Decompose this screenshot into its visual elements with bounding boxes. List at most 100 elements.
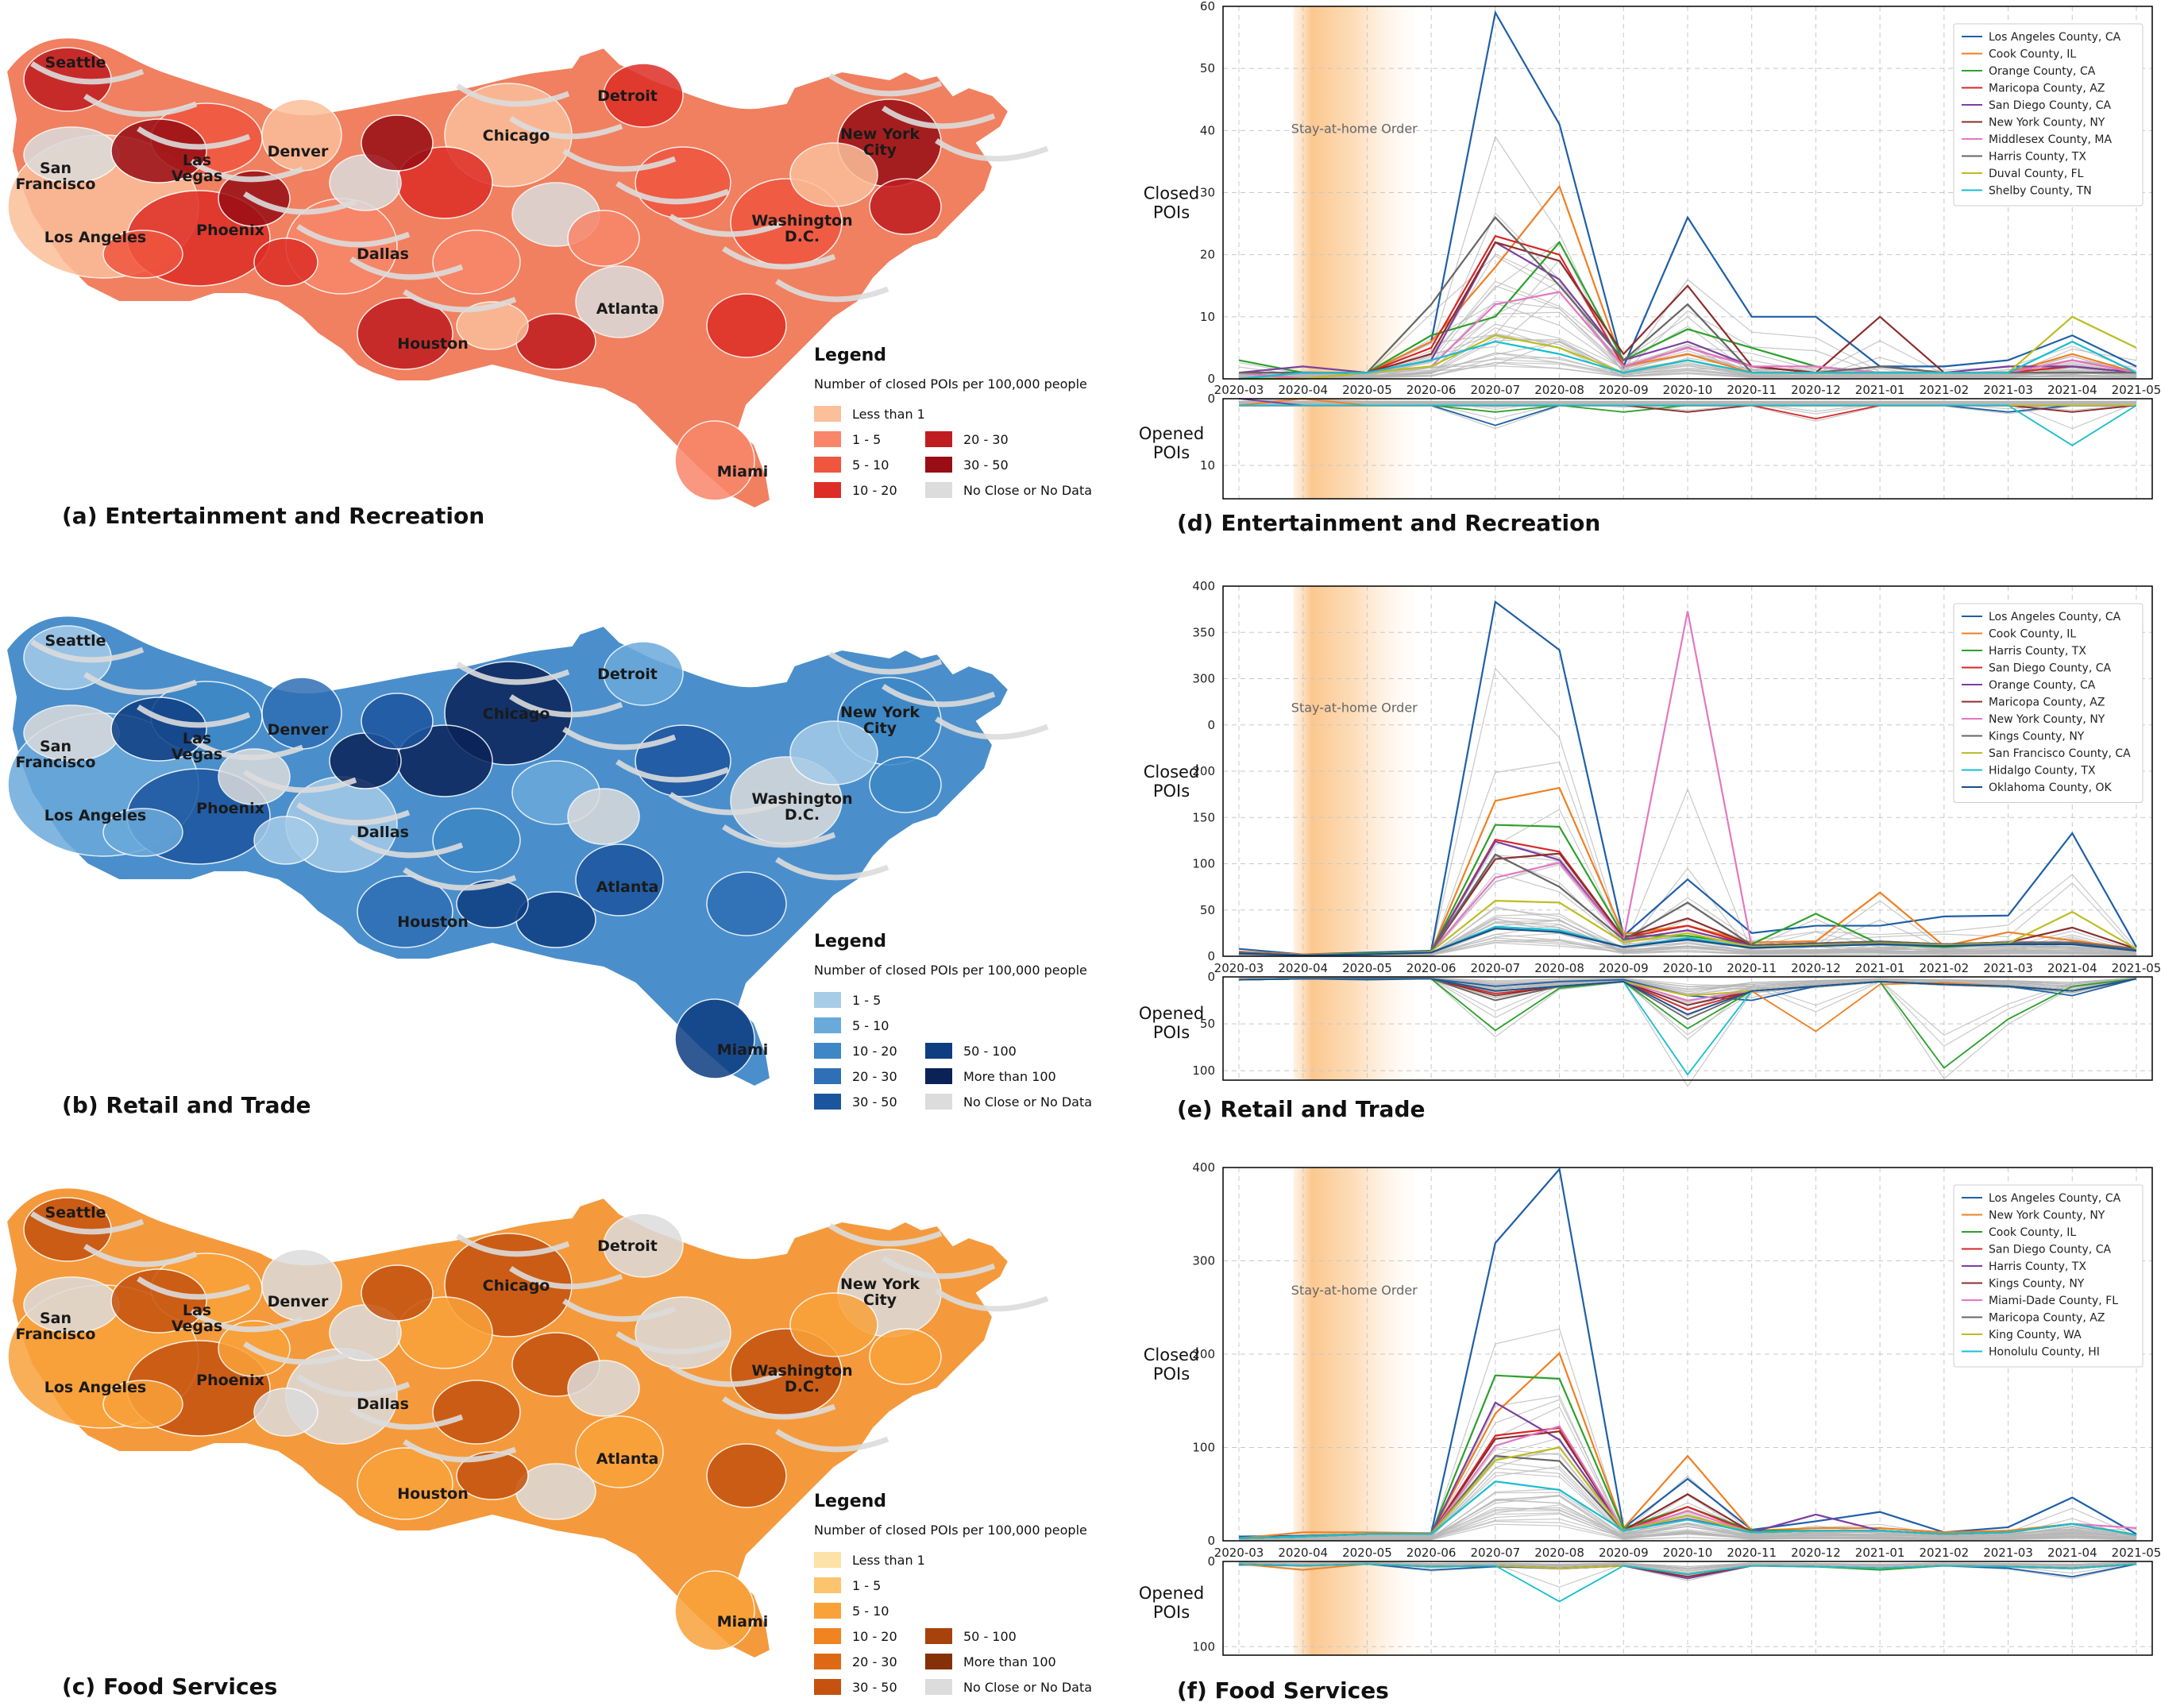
map-region [361,1264,434,1322]
legend-entry: Harris County, TX [1989,1260,2086,1273]
no-data-region [403,1439,517,1463]
upper-axes-frame [1222,6,2153,380]
lower-axes-frame [1222,976,2153,1081]
city-label: Chicago [483,705,550,723]
no-data-region [349,257,464,280]
legend-item: 20 - 30 [814,1654,897,1669]
legend-subtitle: Number of closed POIs per 100,000 people [814,963,1087,978]
legend-item: 5 - 10 [814,1603,889,1619]
stay-at-home-band [1293,399,1415,499]
no-data-region [562,149,677,172]
city-label: Atlanta [596,878,659,896]
y-tick-label: 300 [1192,1254,1215,1268]
legend-swatch [814,1094,841,1110]
x-tick-label: 2020-05 [1342,1546,1392,1560]
legend-swatch [925,1094,952,1110]
y-tick-label: 10 [1200,310,1215,324]
no-data-region [509,694,623,718]
y-tick-label: 10 [1200,458,1215,473]
no-data-region [935,138,1049,162]
x-tick-label: 2021-04 [2047,383,2097,397]
map-region [869,178,942,235]
city-label: New York City [840,125,920,159]
legend-swatch [925,1679,952,1695]
legend-entry: Middlesex County, MA [1989,133,2112,146]
stay-at-home-band [1293,977,1415,1080]
city-label: San Francisco [16,1310,96,1343]
map-caption: (c) Food Services [62,1673,278,1700]
legend-entry: Orange County, CA [1989,65,2096,78]
map-region [357,1447,453,1520]
other-county-line [1239,401,2136,407]
legend-item: 10 - 20 [814,1043,897,1059]
map-food: Seattle San Francisco Las Vegas Denver Los Ang… [0,1150,1104,1706]
no-data-region [83,672,198,696]
no-data-region [882,684,996,708]
x-tick-label: 2021-04 [2047,1546,2097,1560]
legend-title: Legend [814,345,887,365]
no-data-region [30,1211,145,1235]
city-label: New York City [840,704,920,737]
lower-axes-frame [1222,398,2153,500]
city-label: Denver [268,1293,329,1310]
other-county-line [1238,1510,2137,1541]
x-tick-label: 2020-03 [1214,383,1264,397]
no-data-region [190,737,304,761]
legend-label: More than 100 [963,1068,1056,1084]
city-labels: Seattle San Francisco Las Vegas Denver Los Ang… [16,632,920,1059]
no-data-region [137,126,251,150]
closed-series-line [1238,927,2137,956]
x-tick-label: 2021-03 [1983,383,2033,397]
legend-label: 30 - 50 [963,457,1009,473]
legend-label: Less than 1 [852,1552,925,1568]
x-tick-label: 2021-05 [2112,1546,2162,1560]
other-county-line [1238,398,2136,404]
chart-legend: Los Angeles County, CA Cook County, IL Har… [1953,603,2143,803]
city-label: Houston [397,913,468,931]
no-data-region [243,191,357,215]
map-region [432,808,521,873]
legend-swatch [925,1068,952,1084]
y-tick-label: 100 [1192,1063,1215,1078]
no-data-region [403,867,517,891]
no-data-region [722,1396,836,1420]
opened-series-line [1238,978,2137,1016]
map-region [706,871,787,936]
city-label: Detroit [597,666,658,683]
cartogram-map: Seattle San Francisco Las Vegas Denver Los Ang… [5,37,1049,510]
no-data-region [403,289,517,313]
no-data-region [669,792,783,816]
no-data-region [30,61,145,85]
chart-legend: Los Angeles County, CA New York County, N… [1953,1184,2143,1368]
y-tick-label: 0 [1207,970,1215,984]
legend-swatch [814,457,841,473]
x-tick-label: 2020-04 [1278,961,1328,975]
no-data-region [562,727,677,751]
x-tick-label: 2020-08 [1534,383,1584,397]
chart-caption: (e) Retail and Trade [1177,1096,1426,1122]
no-data-region [722,824,836,848]
legend-swatch [814,1654,841,1669]
lower-axes-frame [1222,1561,2153,1656]
map-region [567,788,640,845]
no-data-region [882,106,996,129]
legend-subtitle: Number of closed POIs per 100,000 people [814,1523,1087,1538]
legend-swatch [814,1679,841,1695]
x-tick-label: 2020-12 [1791,383,1841,397]
legend-swatch [814,1577,841,1593]
y-tick-label: 300 [1192,672,1215,686]
other-county-line [1238,363,2137,380]
legend-entry: Kings County, NY [1989,1278,2085,1291]
no-data-region [296,1374,411,1398]
y-tick-label: 60 [1200,0,1215,14]
x-tick-label: 2021-02 [1920,961,1970,975]
x-tick-label: 2021-02 [1920,1546,1970,1560]
map-legend: Legend Number of closed POIs per 100,000… [814,345,1092,498]
map-region [110,1268,207,1334]
map-region [674,1570,755,1651]
chart-legend: Los Angeles County, CA Cook County, IL Ora… [1953,23,2143,206]
chart-food: 0 100 200 300 400 0 100 2020-03 2020-04 2020-05 20… [1120,1160,2184,1685]
upper-axes-frame [1222,1167,2153,1542]
legend-label: No Close or No Data [963,1094,1093,1110]
legend-swatch [814,1068,841,1084]
